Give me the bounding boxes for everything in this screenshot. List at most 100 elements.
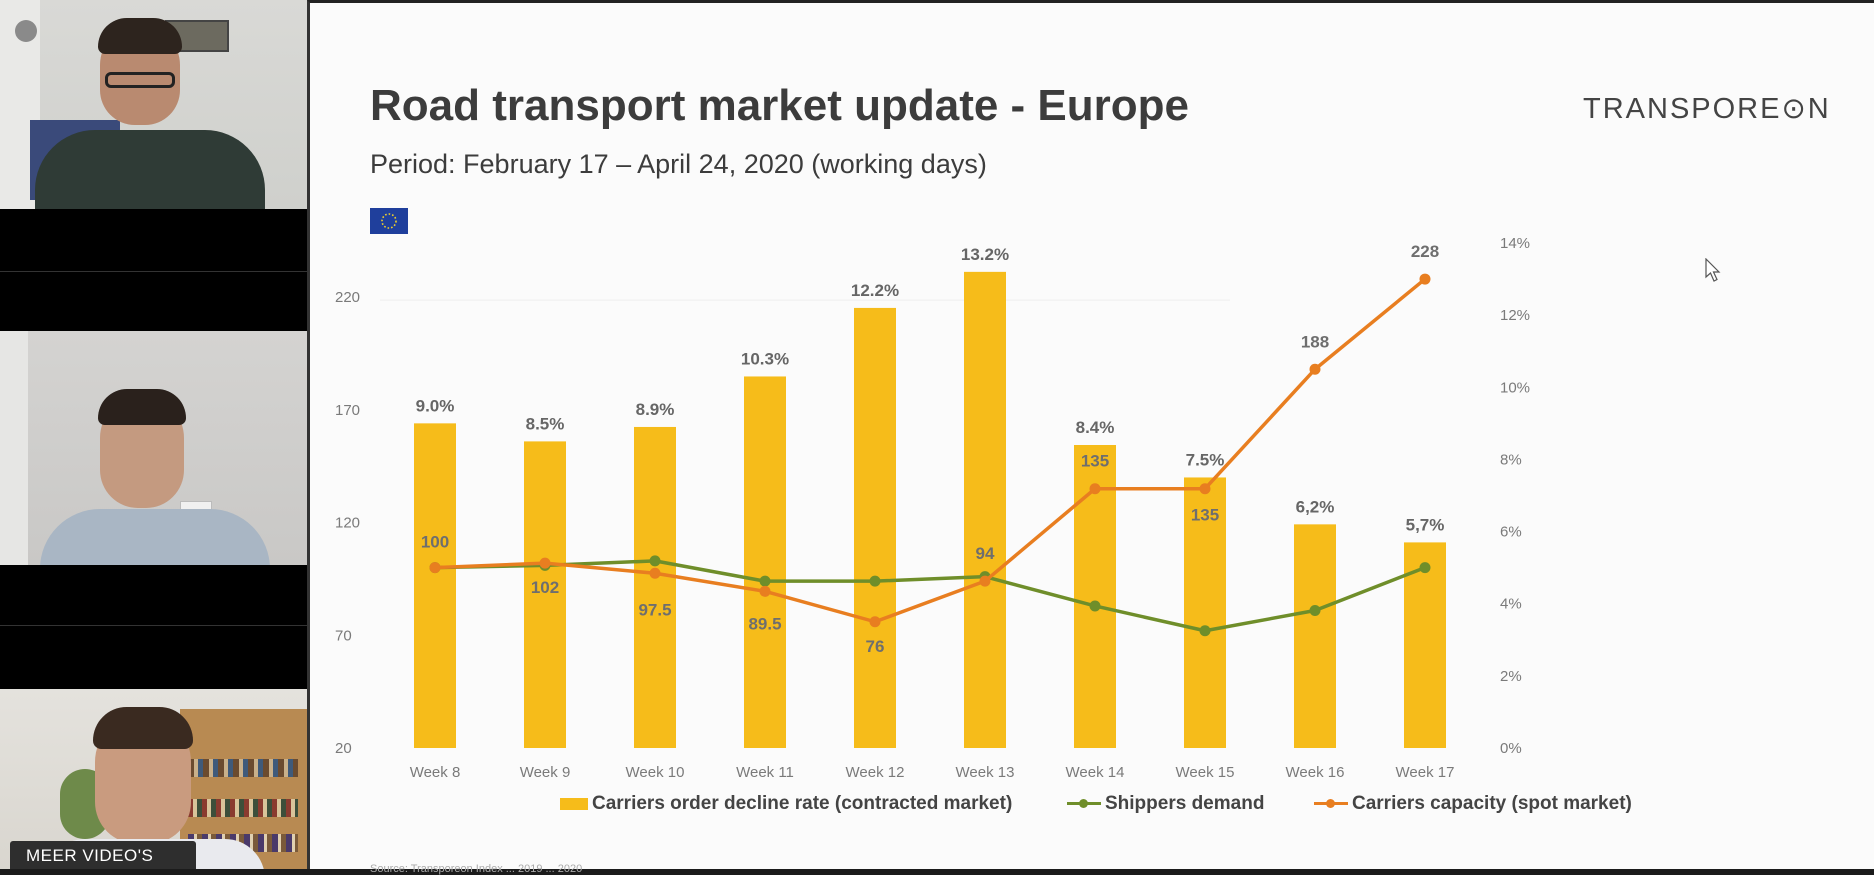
more-videos-button[interactable]: MEER VIDEO'S bbox=[10, 841, 196, 869]
bar-value-label: 10.3% bbox=[741, 349, 789, 368]
bar-value-label: 8.4% bbox=[1076, 418, 1115, 437]
brand-logo: TRANSPORE⊙N bbox=[1583, 93, 1831, 125]
legend-item-demand: Shippers demand bbox=[1067, 793, 1264, 815]
demand-point bbox=[1419, 562, 1431, 574]
participant-shirt bbox=[35, 130, 265, 209]
bar-value-label: 5,7% bbox=[1406, 515, 1445, 534]
shared-slide: Road transport market update - Europe Pe… bbox=[307, 0, 1874, 875]
demand-point bbox=[1309, 604, 1321, 616]
bar bbox=[854, 307, 896, 748]
participant-tile-1[interactable] bbox=[0, 0, 307, 209]
bar-labels: 9.0% 8.5% 8.9% 10.3% 12.2% 13.2% 8.4% 7.5% 6,2% 5… bbox=[416, 245, 1445, 535]
demand-point-line bbox=[434, 559, 1426, 633]
capacity-point bbox=[649, 567, 661, 579]
x-tick-label: Week 16 bbox=[1286, 764, 1345, 781]
demand-point bbox=[1199, 625, 1211, 637]
right-tick-label: 10% bbox=[1500, 379, 1530, 396]
eu-flag-icon bbox=[370, 208, 408, 234]
x-tick-label: Week 15 bbox=[1176, 764, 1235, 781]
bar-value-label: 13.2% bbox=[961, 245, 1009, 264]
bar-value-label: 7.5% bbox=[1186, 450, 1225, 469]
legend-swatch-capacity bbox=[1314, 799, 1348, 809]
capacity-value-label: 76 bbox=[866, 637, 885, 656]
bar bbox=[634, 426, 676, 748]
bar-value-label: 8.9% bbox=[636, 400, 675, 419]
participant-shirt bbox=[40, 509, 270, 565]
wall-clock-icon bbox=[15, 20, 37, 42]
participant-tile-3[interactable]: MEER VIDEO'S bbox=[0, 689, 307, 869]
bar bbox=[414, 423, 456, 748]
bar bbox=[1404, 542, 1446, 748]
black-gap bbox=[0, 209, 307, 271]
right-tick-label: 0% bbox=[1500, 740, 1522, 757]
legend-item-decline: Carriers order decline rate (contracted … bbox=[560, 793, 1012, 815]
bar bbox=[1294, 524, 1336, 748]
bar bbox=[1074, 445, 1116, 748]
bar bbox=[1184, 477, 1226, 748]
participant-hair bbox=[98, 389, 186, 425]
capacity-point bbox=[1199, 483, 1211, 495]
x-tick-label: Week 9 bbox=[520, 764, 571, 781]
capacity-point bbox=[1419, 273, 1431, 285]
source-note: Source: Transporeon Index ... 2019 ... 2… bbox=[370, 863, 583, 875]
participant-hair bbox=[93, 707, 193, 749]
capacity-value-label: 100 bbox=[421, 533, 449, 552]
left-tick-label: 170 bbox=[335, 402, 360, 419]
left-axis: 20 70 120 170 220 bbox=[335, 289, 360, 757]
capacity-point bbox=[1309, 363, 1321, 375]
capacity-point bbox=[979, 575, 991, 587]
capacity-point bbox=[539, 557, 551, 569]
slide-title: Road transport market update - Europe bbox=[370, 81, 1190, 130]
glasses-icon bbox=[105, 72, 175, 88]
right-tick-label: 14% bbox=[1500, 235, 1530, 252]
capacity-value-label: 89.5 bbox=[748, 614, 781, 633]
demand-point bbox=[1089, 600, 1101, 612]
demand-point bbox=[649, 555, 661, 567]
legend-item-capacity: Carriers capacity (spot market) bbox=[1314, 793, 1632, 815]
capacity-point bbox=[869, 616, 881, 628]
demand-point bbox=[869, 575, 881, 587]
right-tick-label: 2% bbox=[1500, 668, 1522, 685]
x-tick-label: Week 12 bbox=[846, 764, 905, 781]
right-tick-label: 6% bbox=[1500, 524, 1522, 541]
x-tick-label: Week 11 bbox=[736, 764, 794, 781]
demand-point bbox=[759, 575, 771, 587]
x-axis: Week 8 Week 9 Week 10 Week 11 Week 12 Week 13… bbox=[410, 764, 1455, 781]
legend-label-capacity: Carriers capacity (spot market) bbox=[1352, 793, 1632, 814]
x-tick-label: Week 17 bbox=[1396, 764, 1455, 781]
chart: 20 70 120 170 220 0% 2% 4% 6% 8% 10% 12% 14% 9.0% 8.… bbox=[335, 235, 1530, 781]
legend-label-demand: Shippers demand bbox=[1105, 793, 1265, 814]
bar bbox=[744, 376, 786, 748]
bar-value-label: 8.5% bbox=[526, 414, 565, 433]
capacity-value-label: 94 bbox=[976, 544, 995, 563]
left-tick-label: 20 bbox=[335, 740, 352, 757]
carriers-capacity-series bbox=[429, 273, 1431, 628]
capacity-value-label: 102 bbox=[531, 578, 559, 597]
black-gap bbox=[0, 625, 307, 690]
chart-legend: Carriers order decline rate (contracted … bbox=[310, 793, 1874, 833]
left-tick-label: 220 bbox=[335, 289, 360, 306]
capacity-value-label: 135 bbox=[1081, 452, 1109, 471]
legend-swatch-demand bbox=[1067, 799, 1101, 809]
bar bbox=[524, 441, 566, 748]
participant-tile-2[interactable] bbox=[0, 331, 307, 565]
left-tick-label: 70 bbox=[335, 627, 352, 644]
bar-series bbox=[414, 271, 1446, 748]
right-tick-label: 8% bbox=[1500, 451, 1522, 468]
bar bbox=[964, 271, 1006, 748]
black-gap bbox=[0, 565, 307, 625]
bar-value-label: 6,2% bbox=[1296, 497, 1335, 516]
legend-swatch-bar bbox=[560, 797, 588, 810]
capacity-point bbox=[1089, 483, 1101, 495]
capacity-point bbox=[429, 562, 441, 574]
x-tick-label: Week 13 bbox=[956, 764, 1015, 781]
participant-hair bbox=[98, 18, 182, 54]
bar-value-label: 9.0% bbox=[416, 396, 455, 415]
x-tick-label: Week 10 bbox=[626, 764, 685, 781]
bar-value-label: 12.2% bbox=[851, 281, 899, 300]
capacity-value-label: 135 bbox=[1191, 506, 1219, 525]
right-tick-label: 12% bbox=[1500, 307, 1530, 324]
capacity-value-label: 228 bbox=[1411, 242, 1439, 261]
legend-label-decline: Carriers order decline rate (contracted … bbox=[592, 793, 1013, 814]
black-gap bbox=[0, 271, 307, 332]
